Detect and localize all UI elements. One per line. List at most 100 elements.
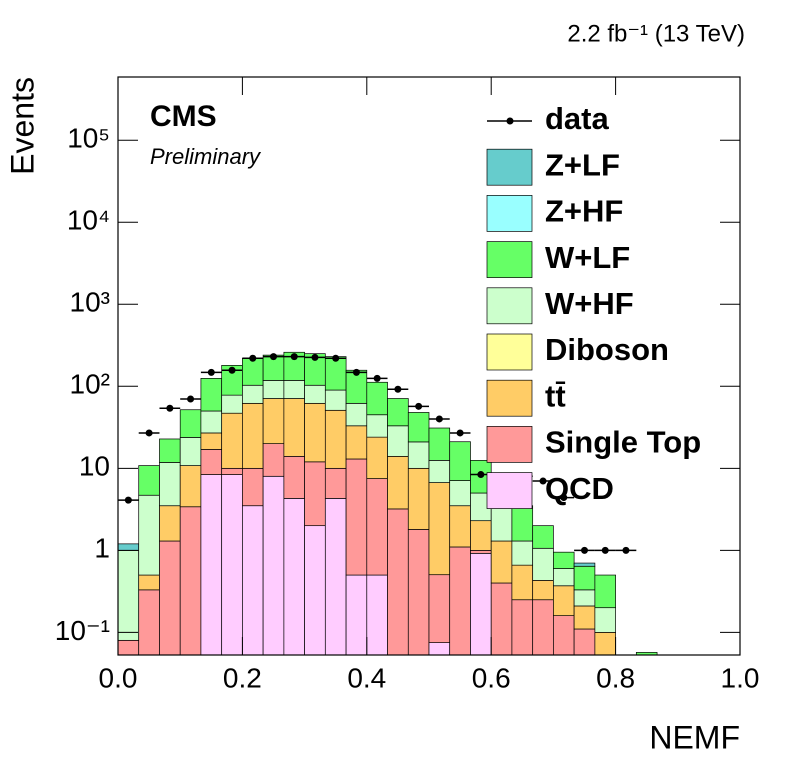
stack-bar	[407, 467, 430, 530]
stack-bar	[366, 436, 388, 479]
stack-bar	[304, 461, 326, 527]
legend-label: Z+HF	[545, 194, 623, 229]
x-tick-label: 1.0	[721, 662, 760, 693]
stack-bar	[553, 568, 575, 587]
stack-bar	[490, 507, 513, 542]
x-tick-label: 0.2	[223, 662, 262, 693]
legend-swatch	[486, 426, 533, 463]
stack-bar	[366, 478, 388, 576]
x-tick-label: 0.4	[347, 662, 386, 693]
legend-swatch	[486, 379, 533, 417]
stack-bar	[366, 381, 388, 416]
stack-bar	[573, 605, 596, 630]
stack-bar	[345, 402, 368, 427]
stack-bar	[594, 607, 616, 633]
stack-bar	[324, 467, 347, 499]
stack-bar	[324, 409, 347, 469]
stack-bar	[304, 525, 326, 656]
stack-bar	[366, 574, 388, 656]
lumi: 2.2 fb⁻¹ (13 TeV)	[567, 20, 745, 47]
data-point	[187, 395, 195, 403]
stack-bar	[138, 574, 160, 591]
legend-label: W+LF	[545, 240, 630, 275]
stack-bar	[324, 498, 347, 656]
stack-bar	[221, 412, 243, 469]
stack-bar	[117, 543, 140, 551]
stack-bar	[221, 474, 243, 656]
stack-bar	[573, 628, 596, 656]
data-point	[352, 368, 360, 376]
legend-label: W+HF	[545, 286, 634, 321]
stack-bar	[159, 540, 181, 656]
y-tick-label: 10⁴	[67, 205, 110, 236]
stack-bar	[407, 529, 430, 656]
data-point	[622, 546, 630, 554]
legend-label: tt̄	[545, 378, 566, 413]
stack-bar	[262, 398, 285, 444]
stack-bar	[387, 508, 409, 656]
stack-bar	[428, 460, 451, 483]
status-label: Preliminary	[150, 144, 262, 169]
stack-bar	[490, 540, 513, 584]
stack-bar	[324, 389, 347, 411]
legend-label: data	[545, 101, 610, 136]
data-point	[270, 353, 277, 361]
stack-bar	[242, 467, 264, 507]
stack-bar	[532, 547, 554, 581]
legend-swatch	[486, 333, 533, 371]
data-point	[145, 429, 153, 437]
stack-bar	[179, 409, 202, 438]
stack-bar	[200, 432, 223, 450]
plot-frame	[117, 76, 741, 656]
stack-bar	[179, 437, 202, 466]
stack-bar	[553, 615, 575, 656]
stack-bar	[117, 550, 140, 641]
stack-bar	[138, 465, 160, 496]
stack-bar	[200, 410, 223, 434]
data-point	[601, 546, 609, 554]
legend-swatch	[486, 287, 533, 325]
stack-bar	[345, 425, 368, 460]
stack-bar	[345, 574, 368, 656]
stack-bar	[428, 482, 451, 576]
data-point	[249, 354, 257, 362]
data-point	[311, 353, 319, 361]
stack-bar	[511, 540, 534, 566]
stack-bar	[242, 357, 264, 386]
data-point	[394, 385, 402, 393]
stack-bar	[242, 402, 264, 469]
stack-bar	[387, 425, 409, 457]
stack-bar	[304, 402, 326, 463]
stack-bar	[221, 394, 243, 414]
stack-bar	[511, 599, 534, 656]
stack-bar	[573, 589, 596, 607]
stack-bar	[470, 550, 492, 554]
stack-bar	[470, 520, 492, 551]
x-tick-label: 0.8	[596, 662, 635, 693]
stack-bar	[470, 552, 492, 656]
x-tick-label: 0.0	[99, 662, 138, 693]
x-tick-label: 0.6	[472, 662, 511, 693]
stack-bar	[283, 455, 305, 499]
stack-bar	[159, 438, 181, 463]
data-point	[166, 404, 174, 412]
stack-bar	[304, 384, 326, 404]
data-point	[581, 546, 588, 554]
stack-bar	[428, 574, 451, 643]
stack-bar	[345, 458, 368, 576]
data-point	[228, 366, 236, 374]
legend-swatch	[486, 148, 533, 186]
stack-bar	[449, 441, 471, 481]
y-tick-label: 10⁻¹	[55, 615, 110, 646]
stack-bar	[387, 398, 409, 427]
stack-bar	[532, 580, 554, 601]
stack-bar	[221, 467, 243, 475]
stack-bar	[490, 582, 513, 656]
stack-bar	[283, 498, 305, 656]
stack-bar	[283, 380, 305, 399]
y-tick-label: 1	[94, 533, 110, 564]
stack-bar	[159, 462, 181, 507]
stack-bar	[449, 546, 471, 656]
stack-bar	[594, 574, 616, 609]
data-point	[290, 353, 298, 361]
